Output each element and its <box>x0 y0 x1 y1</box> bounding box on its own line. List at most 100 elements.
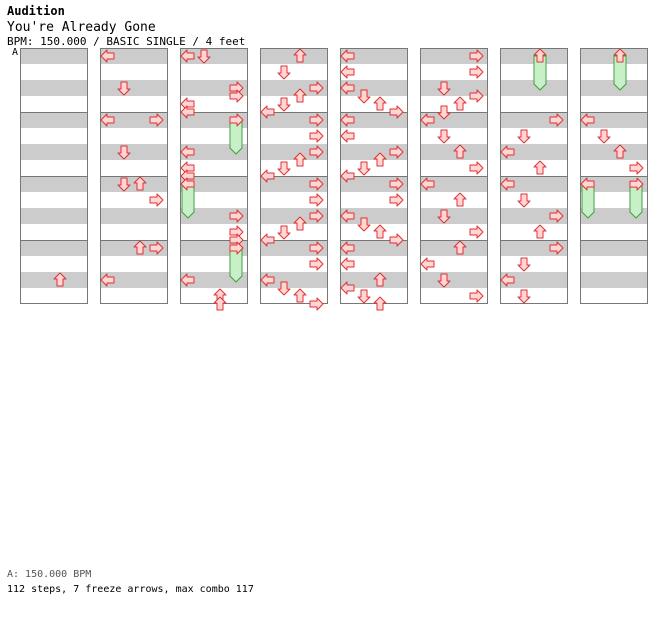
beat-stripe <box>20 112 88 128</box>
beat-stripe <box>180 80 248 96</box>
beat-stripe <box>340 272 408 288</box>
step-arrow-up <box>453 240 467 255</box>
step-column <box>260 48 328 311</box>
beat-stripe <box>100 208 168 224</box>
step-arrow-left <box>180 105 195 119</box>
step-arrow-down <box>437 273 451 288</box>
step-arrow-down <box>437 105 451 120</box>
beat-stripe <box>420 208 488 224</box>
step-arrow-left <box>340 169 355 183</box>
freeze-arrow <box>181 183 195 219</box>
step-arrow-left <box>340 209 355 223</box>
step-arrow-right <box>389 193 404 207</box>
step-column <box>20 48 88 304</box>
step-arrow-up <box>453 144 467 159</box>
chart-meta: BPM: 150.000 / BASIC SINGLE / 4 feet <box>7 35 246 48</box>
step-arrow-left <box>340 49 355 63</box>
step-arrow-right <box>629 177 644 191</box>
step-arrow-left <box>500 273 515 287</box>
step-arrow-left <box>100 49 115 63</box>
beat-stripe <box>420 80 488 96</box>
step-arrow-right <box>229 209 244 223</box>
step-arrow-right <box>469 225 484 239</box>
step-arrow-up <box>213 296 227 311</box>
step-arrow-up <box>613 144 627 159</box>
step-column <box>180 48 248 311</box>
step-column <box>580 48 648 304</box>
step-arrow-down <box>117 81 131 96</box>
song-title: You're Already Gone <box>7 20 156 35</box>
step-arrow-right <box>309 241 324 255</box>
beat-stripe <box>100 112 168 128</box>
beat-stripe <box>500 272 568 288</box>
step-arrow-up <box>613 48 627 63</box>
freeze-arrow <box>581 183 595 219</box>
step-arrow-right <box>469 49 484 63</box>
beat-stripe <box>580 112 648 128</box>
step-arrow-left <box>420 257 435 271</box>
beat-stripe <box>20 272 88 288</box>
step-arrow-down <box>277 65 291 80</box>
beat-stripe <box>340 144 408 160</box>
step-arrow-right <box>229 89 244 103</box>
step-arrow-right <box>469 289 484 303</box>
step-arrow-right <box>549 241 564 255</box>
step-arrow-down <box>277 225 291 240</box>
beat-stripe <box>420 240 488 256</box>
step-arrow-right <box>309 145 324 159</box>
chart-stats: 112 steps, 7 freeze arrows, max combo 11… <box>7 584 254 595</box>
beat-stripe <box>500 144 568 160</box>
beat-stripe <box>260 144 328 160</box>
step-arrow-right <box>309 297 324 311</box>
beat-stripe <box>500 240 568 256</box>
beat-stripe <box>580 240 648 256</box>
step-arrow-left <box>180 273 195 287</box>
step-arrow-left <box>260 233 275 247</box>
step-arrow-left <box>340 241 355 255</box>
step-arrow-left <box>500 145 515 159</box>
step-arrow-right <box>389 105 404 119</box>
step-arrow-up <box>373 152 387 167</box>
beat-stripe <box>420 112 488 128</box>
step-arrow-left <box>420 113 435 127</box>
beat-stripe <box>100 272 168 288</box>
step-arrow-up <box>293 88 307 103</box>
step-arrow-left <box>180 145 195 159</box>
step-arrow-left <box>580 177 595 191</box>
step-arrow-down <box>117 177 131 192</box>
beat-stripe <box>260 240 328 256</box>
step-arrow-down <box>357 217 371 232</box>
freeze-arrow <box>613 55 627 91</box>
freeze-arrow <box>229 119 243 155</box>
step-arrow-left <box>340 257 355 271</box>
step-arrow-up <box>373 96 387 111</box>
step-arrow-left <box>260 105 275 119</box>
step-arrow-right <box>149 193 164 207</box>
step-arrow-right <box>309 129 324 143</box>
beat-stripe <box>180 208 248 224</box>
step-arrow-up <box>373 224 387 239</box>
beat-stripe <box>500 80 568 96</box>
freeze-arrow <box>533 55 547 91</box>
step-arrow-left <box>260 169 275 183</box>
beat-stripe <box>100 48 168 64</box>
step-arrow-down <box>197 49 211 64</box>
step-arrow-right <box>229 113 244 127</box>
step-arrow-left <box>420 177 435 191</box>
step-arrow-up <box>453 96 467 111</box>
step-arrow-down <box>437 129 451 144</box>
step-arrow-left <box>260 273 275 287</box>
step-arrow-left <box>180 177 195 191</box>
beat-stripe <box>500 112 568 128</box>
step-arrow-up <box>293 288 307 303</box>
beat-stripe <box>420 272 488 288</box>
step-arrow-left <box>340 129 355 143</box>
beat-stripe <box>20 80 88 96</box>
step-arrow-right <box>549 209 564 223</box>
step-arrow-left <box>340 113 355 127</box>
bpm-marker: A <box>12 47 19 58</box>
step-arrow-right <box>469 65 484 79</box>
beat-stripe <box>580 80 648 96</box>
step-arrow-down <box>517 129 531 144</box>
beat-stripe <box>580 144 648 160</box>
